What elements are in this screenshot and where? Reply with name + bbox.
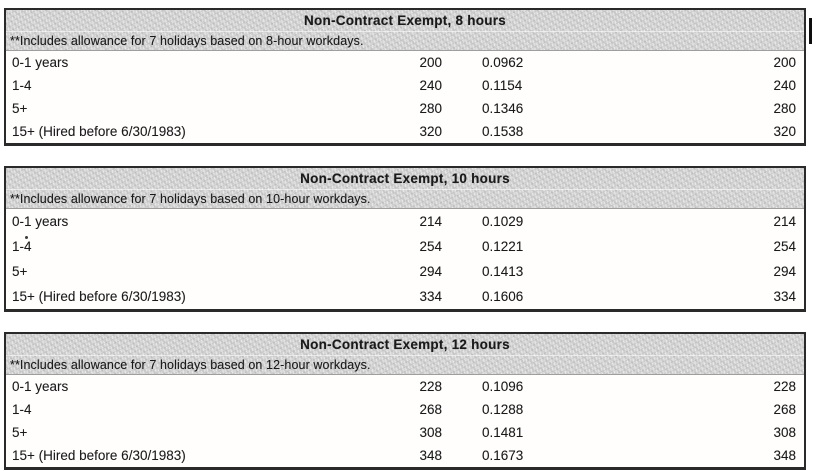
table-row: 5+ 280 0.1346 280 xyxy=(6,97,804,120)
tier-cell: 1-4 xyxy=(12,402,32,417)
hours-repeat-cell: 228 xyxy=(773,379,796,394)
tier-cell: 0-1 years xyxy=(12,379,69,394)
rate-cell: 0.1029 xyxy=(482,214,524,229)
rate-cell: 0.1096 xyxy=(482,379,524,394)
table-row: 1-4 240 0.1154 240 xyxy=(6,74,804,97)
hours-cell: 200 xyxy=(419,55,442,70)
tier-cell: 1-4 xyxy=(12,239,32,254)
hours-repeat-cell: 334 xyxy=(773,289,796,304)
hours-repeat-cell: 268 xyxy=(773,402,796,417)
hours-repeat-cell: 308 xyxy=(773,425,796,440)
table-row: 15+ (Hired before 6/30/1983) 320 0.1538 … xyxy=(6,120,804,143)
rate-cell: 0.1481 xyxy=(482,425,524,440)
table-title: Non-Contract Exempt, 12 hours xyxy=(6,334,804,356)
table-row: 0-1 years 228 0.1096 228 xyxy=(6,375,804,398)
table-header-band: Non-Contract Exempt, 10 hours **Includes… xyxy=(6,168,804,209)
scan-artifact-tick xyxy=(809,18,812,44)
table-row: 0-1 years 214 0.1029 214 xyxy=(6,209,804,234)
table-body: 0-1 years 214 0.1029 214 1-4 254 0.1221 … xyxy=(6,209,804,309)
hours-cell: 280 xyxy=(419,101,442,116)
rate-cell: 0.0962 xyxy=(482,55,524,70)
table-row: 0-1 years 200 0.0962 200 xyxy=(6,51,804,74)
table-header-band: Non-Contract Exempt, 8 hours **Includes … xyxy=(6,10,804,51)
table-row: 1-4 254 0.1221 254 xyxy=(6,234,804,259)
tier-cell: 15+ (Hired before 6/30/1983) xyxy=(12,448,186,463)
hours-cell: 240 xyxy=(419,78,442,93)
table-holiday-note: **Includes allowance for 7 holidays base… xyxy=(10,34,364,48)
table-noncontract-exempt-8h: Non-Contract Exempt, 8 hours **Includes … xyxy=(4,8,806,146)
table-holiday-note: **Includes allowance for 7 holidays base… xyxy=(10,358,371,372)
tier-cell: 15+ (Hired before 6/30/1983) xyxy=(12,289,186,304)
hours-repeat-cell: 254 xyxy=(773,239,796,254)
table-row: 15+ (Hired before 6/30/1983) 334 0.1606 … xyxy=(6,284,804,309)
table-holiday-note: **Includes allowance for 7 holidays base… xyxy=(10,192,371,206)
table-body: 0-1 years 228 0.1096 228 1-4 268 0.1288 … xyxy=(6,375,804,467)
tier-cell: 15+ (Hired before 6/30/1983) xyxy=(12,124,186,139)
rate-cell: 0.1154 xyxy=(482,78,523,93)
tier-cell: 5+ xyxy=(12,264,28,279)
scan-artifact-speck xyxy=(25,236,28,239)
hours-repeat-cell: 294 xyxy=(773,264,796,279)
hours-cell: 268 xyxy=(419,402,442,417)
hours-cell: 334 xyxy=(419,289,442,304)
rate-cell: 0.1221 xyxy=(482,239,524,254)
table-row: 15+ (Hired before 6/30/1983) 348 0.1673 … xyxy=(6,444,804,467)
hours-repeat-cell: 214 xyxy=(773,214,796,229)
rate-cell: 0.1288 xyxy=(482,402,524,417)
rate-cell: 0.1673 xyxy=(482,448,524,463)
tier-cell: 1-4 xyxy=(12,78,32,93)
tier-cell: 5+ xyxy=(12,101,28,116)
table-row: 5+ 294 0.1413 294 xyxy=(6,259,804,284)
table-noncontract-exempt-12h: Non-Contract Exempt, 12 hours **Includes… xyxy=(4,332,806,470)
hours-repeat-cell: 348 xyxy=(773,448,796,463)
rate-cell: 0.1606 xyxy=(482,289,524,304)
hours-repeat-cell: 200 xyxy=(773,55,796,70)
table-title: Non-Contract Exempt, 8 hours xyxy=(6,10,804,32)
tier-cell: 5+ xyxy=(12,425,28,440)
rate-cell: 0.1538 xyxy=(482,124,524,139)
table-noncontract-exempt-10h: Non-Contract Exempt, 10 hours **Includes… xyxy=(4,166,806,312)
rate-cell: 0.1346 xyxy=(482,101,524,116)
hours-cell: 320 xyxy=(419,124,442,139)
tier-cell: 0-1 years xyxy=(12,55,69,70)
hours-repeat-cell: 320 xyxy=(773,124,796,139)
hours-cell: 228 xyxy=(419,379,442,394)
hours-repeat-cell: 280 xyxy=(773,101,796,116)
hours-cell: 214 xyxy=(419,214,442,229)
table-row: 1-4 268 0.1288 268 xyxy=(6,398,804,421)
hours-cell: 294 xyxy=(419,264,442,279)
hours-cell: 254 xyxy=(419,239,442,254)
table-header-band: Non-Contract Exempt, 12 hours **Includes… xyxy=(6,334,804,375)
table-title: Non-Contract Exempt, 10 hours xyxy=(6,168,804,190)
hours-cell: 308 xyxy=(419,425,442,440)
table-row: 5+ 308 0.1481 308 xyxy=(6,421,804,444)
rate-cell: 0.1413 xyxy=(482,264,524,279)
hours-repeat-cell: 240 xyxy=(773,78,796,93)
tier-cell: 0-1 years xyxy=(12,214,69,229)
hours-cell: 348 xyxy=(419,448,442,463)
table-body: 0-1 years 200 0.0962 200 1-4 240 0.1154 … xyxy=(6,51,804,143)
